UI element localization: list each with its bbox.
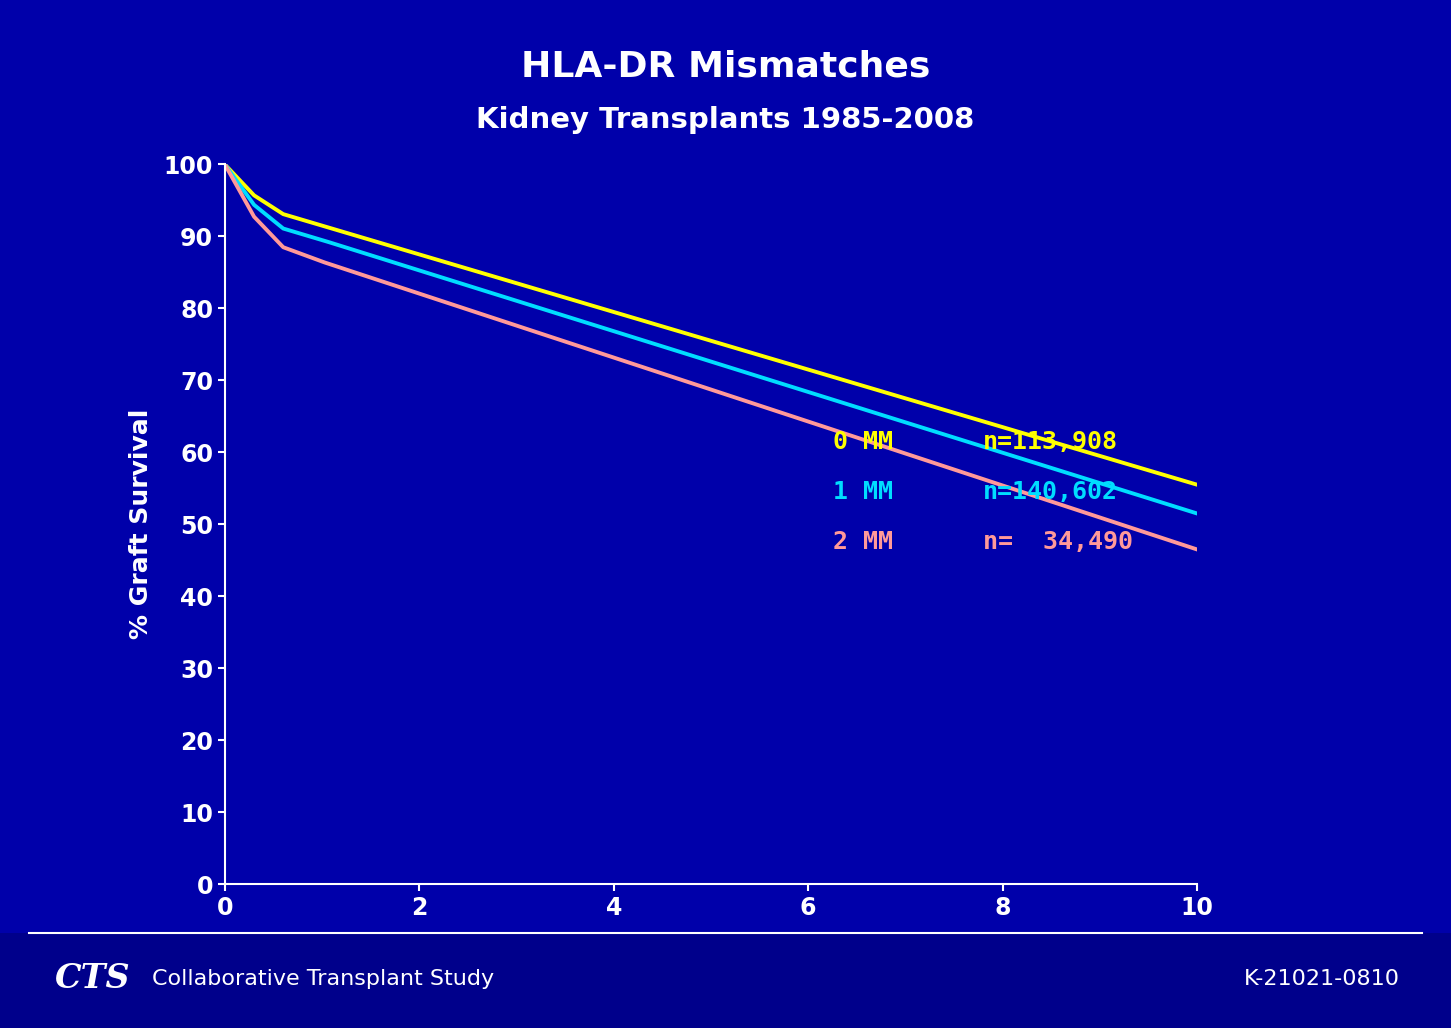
Text: n=113,908: n=113,908 bbox=[984, 430, 1119, 453]
Text: CTS: CTS bbox=[55, 962, 131, 995]
Text: 2 MM: 2 MM bbox=[833, 530, 892, 554]
Text: Collaborative Transplant Study: Collaborative Transplant Study bbox=[152, 968, 495, 989]
X-axis label: Years: Years bbox=[666, 937, 756, 964]
Text: 1 MM: 1 MM bbox=[833, 480, 892, 504]
Text: 0 MM: 0 MM bbox=[833, 430, 892, 453]
Y-axis label: % Graft Survival: % Graft Survival bbox=[129, 409, 152, 639]
Text: HLA-DR Mismatches: HLA-DR Mismatches bbox=[521, 49, 930, 84]
Text: Kidney Transplants 1985-2008: Kidney Transplants 1985-2008 bbox=[476, 106, 975, 135]
Text: K-21021-0810: K-21021-0810 bbox=[1244, 968, 1400, 989]
Text: n=  34,490: n= 34,490 bbox=[984, 530, 1133, 554]
Text: n=140,602: n=140,602 bbox=[984, 480, 1119, 504]
